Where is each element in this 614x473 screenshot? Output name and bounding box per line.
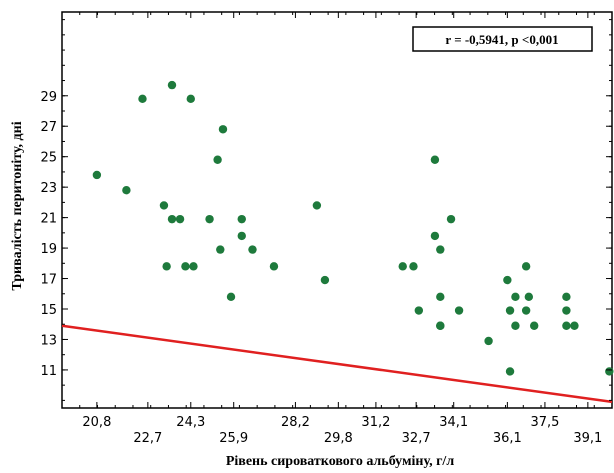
data-point bbox=[605, 367, 614, 376]
x-axis-title: Рівень сироваткового альбуміну, г/л bbox=[226, 454, 454, 469]
data-point bbox=[122, 186, 131, 195]
x-axis: 20,8 22,7 24,3 25,9 28,2 29,8 31,2 32,7 34,1 36,1… bbox=[61, 12, 613, 446]
x-tick-label: 31,2 bbox=[361, 415, 390, 430]
data-point bbox=[312, 201, 322, 210]
y-tick-label: 29 bbox=[40, 90, 57, 105]
regression-line bbox=[61, 324, 613, 404]
data-point bbox=[436, 321, 445, 330]
data-point bbox=[175, 214, 185, 224]
y-tick-label: 15 bbox=[40, 303, 57, 318]
data-point bbox=[237, 231, 246, 241]
y-tick-label: 25 bbox=[40, 151, 57, 166]
data-point bbox=[189, 262, 198, 271]
correlation-annotation: r = -0,5941, p <0,001 bbox=[445, 32, 558, 47]
data-point bbox=[505, 306, 515, 315]
data-point bbox=[511, 321, 520, 330]
x-tick-label: 39,1 bbox=[573, 431, 602, 446]
data-point bbox=[398, 262, 407, 271]
data-point bbox=[511, 292, 520, 302]
data-point bbox=[529, 321, 539, 330]
data-point bbox=[181, 262, 190, 271]
data-point bbox=[186, 94, 195, 104]
x-tick-label: 29,8 bbox=[324, 431, 353, 446]
data-point bbox=[226, 292, 236, 302]
data-point bbox=[505, 367, 515, 376]
regression-line-layer bbox=[61, 324, 613, 404]
y-tick-label: 11 bbox=[40, 364, 57, 379]
annotation-box: r = -0,5941, p <0,001 bbox=[412, 26, 593, 52]
data-point bbox=[562, 292, 571, 302]
data-point bbox=[162, 262, 171, 271]
data-point bbox=[562, 306, 571, 315]
data-point bbox=[92, 170, 102, 180]
x-tick-label: 32,7 bbox=[402, 431, 431, 446]
data-point bbox=[138, 94, 147, 104]
data-point bbox=[159, 201, 169, 210]
x-tick-label: 20,8 bbox=[82, 415, 111, 430]
data-point bbox=[216, 245, 225, 254]
x-tick-label: 24,3 bbox=[176, 415, 205, 430]
y-tick-label: 17 bbox=[40, 273, 57, 288]
data-point bbox=[521, 306, 531, 315]
y-tick-label: 27 bbox=[40, 120, 57, 135]
x-tick-label: 37,5 bbox=[530, 415, 559, 430]
y-axis-title: Тривалість перитоніту, дні bbox=[10, 121, 25, 290]
data-point bbox=[269, 262, 279, 271]
y-tick-label: 19 bbox=[40, 242, 57, 257]
data-point bbox=[436, 292, 445, 302]
data-point bbox=[430, 231, 440, 241]
data-point bbox=[167, 214, 177, 224]
data-point bbox=[414, 306, 424, 315]
x-tick-label: 36,1 bbox=[493, 431, 522, 446]
data-point bbox=[320, 275, 330, 285]
data-point bbox=[454, 306, 464, 315]
data-point bbox=[409, 262, 418, 271]
data-point bbox=[562, 321, 571, 330]
data-point bbox=[237, 214, 246, 224]
data-point bbox=[503, 275, 512, 285]
data-point bbox=[436, 245, 445, 254]
data-point bbox=[218, 125, 228, 134]
plot-frame bbox=[61, 11, 613, 409]
x-tick-label: 25,9 bbox=[219, 431, 248, 446]
x-tick-label: 22,7 bbox=[133, 431, 162, 446]
y-axis: 11 13 15 17 19 21 23 25 27 29 bbox=[40, 19, 612, 401]
data-point bbox=[484, 336, 493, 346]
data-point bbox=[213, 155, 222, 164]
x-tick-label: 28,2 bbox=[281, 415, 310, 430]
data-point bbox=[167, 80, 177, 90]
data-point bbox=[524, 292, 534, 302]
data-point bbox=[521, 262, 531, 271]
x-tick-label: 34,1 bbox=[439, 415, 468, 430]
data-point bbox=[248, 245, 257, 254]
data-point bbox=[205, 214, 214, 224]
data-point bbox=[570, 321, 579, 330]
y-tick-label: 23 bbox=[40, 181, 57, 196]
data-points bbox=[92, 80, 614, 376]
plot-area bbox=[61, 11, 613, 409]
data-point bbox=[430, 155, 440, 164]
y-tick-label: 21 bbox=[40, 212, 57, 227]
y-tick-label: 13 bbox=[40, 333, 57, 348]
data-point bbox=[446, 214, 456, 224]
